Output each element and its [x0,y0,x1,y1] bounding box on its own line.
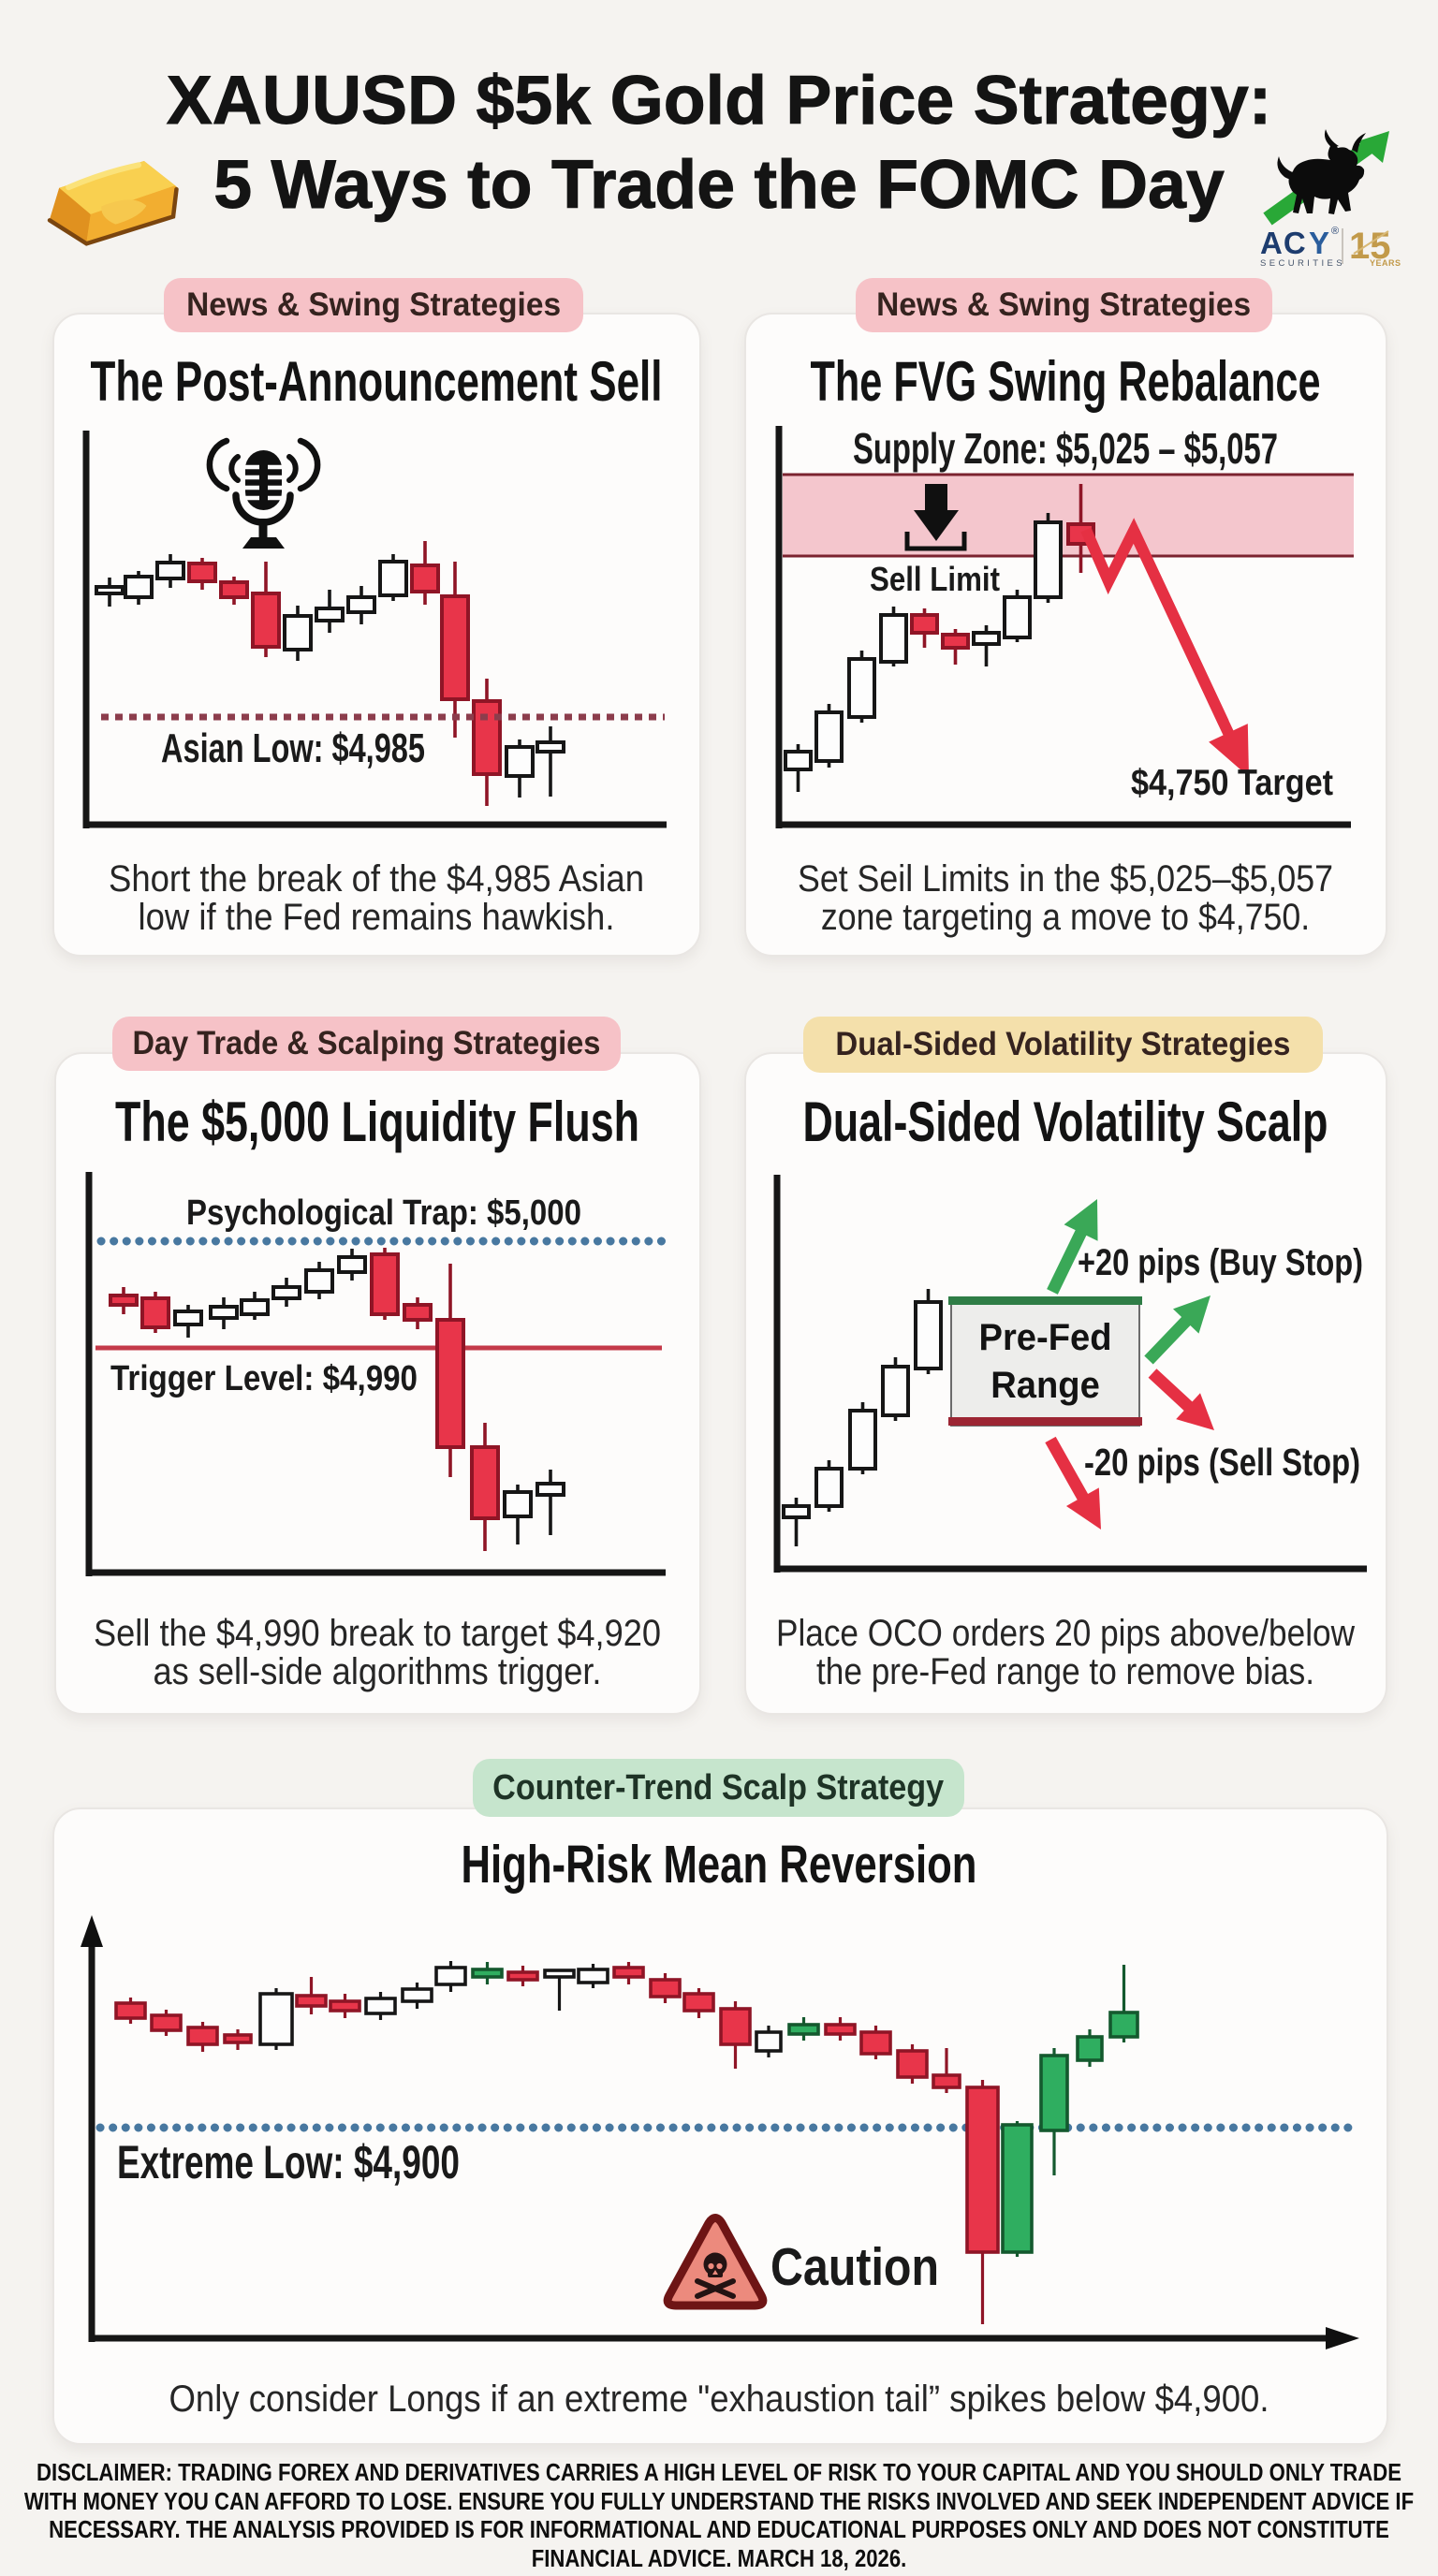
svg-text:SECURITIES: SECURITIES [1260,258,1345,269]
svg-text:Y: Y [1309,226,1329,260]
svg-text:®: ® [1331,226,1339,237]
svg-text:15: 15 [1349,226,1391,267]
svg-text:YEARS: YEARS [1370,258,1401,268]
svg-text:AC: AC [1260,226,1307,260]
